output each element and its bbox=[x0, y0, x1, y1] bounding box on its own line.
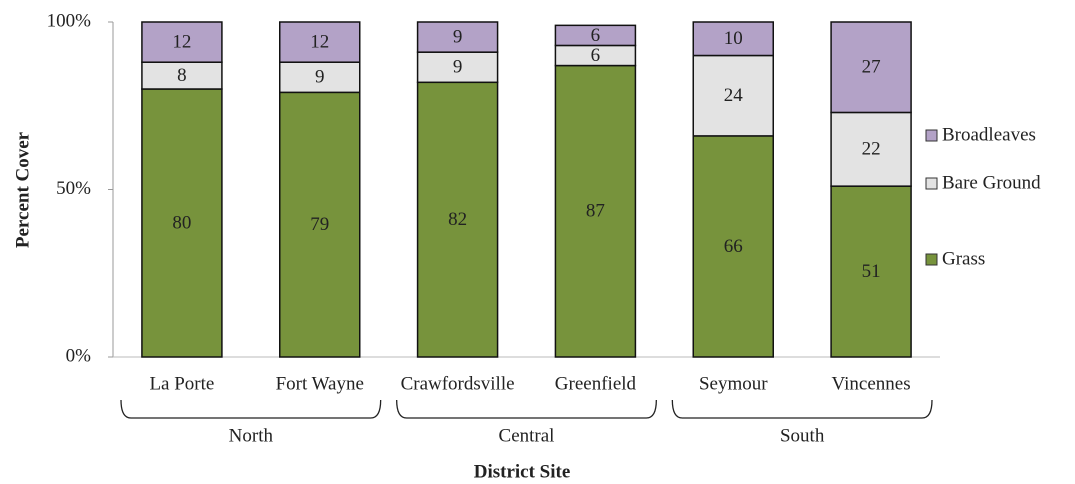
data-label: 12 bbox=[310, 31, 329, 52]
bar-segment bbox=[141, 21, 223, 63]
bar-segment bbox=[141, 61, 223, 90]
legend-swatch bbox=[925, 253, 938, 266]
bar-segment bbox=[692, 135, 774, 358]
legend-label: Grass bbox=[942, 248, 985, 269]
group-bracket bbox=[120, 399, 382, 419]
data-label: 6 bbox=[591, 45, 601, 66]
bar-segment bbox=[279, 21, 361, 63]
legend-swatch bbox=[925, 129, 938, 142]
data-label: 24 bbox=[724, 85, 744, 106]
legend-swatch bbox=[925, 177, 938, 190]
bar-segment bbox=[141, 88, 223, 358]
y-tick-label: 0% bbox=[66, 345, 92, 366]
data-label: 66 bbox=[724, 236, 743, 257]
bar-segment bbox=[416, 81, 499, 358]
x-axis-label: District Site bbox=[474, 461, 571, 482]
y-axis-label: Percent Cover bbox=[12, 131, 33, 248]
x-tick-label: Fort Wayne bbox=[276, 373, 364, 394]
bar-segment bbox=[554, 24, 637, 47]
group-label: Central bbox=[499, 425, 555, 446]
data-label: 22 bbox=[862, 139, 881, 160]
data-label: 8 bbox=[177, 65, 187, 86]
data-label: 51 bbox=[862, 261, 881, 282]
bar-segment bbox=[416, 51, 499, 84]
group-bracket bbox=[671, 399, 933, 419]
bar-segment bbox=[692, 54, 774, 137]
x-tick-label: Crawfordsville bbox=[401, 373, 515, 394]
bar-segment bbox=[830, 111, 912, 187]
data-label: 12 bbox=[172, 31, 191, 52]
data-label: 87 bbox=[586, 201, 605, 222]
data-label: 9 bbox=[453, 57, 463, 78]
data-label: 6 bbox=[591, 25, 601, 46]
x-tick-label: Vincennes bbox=[832, 373, 911, 394]
group-label: North bbox=[229, 425, 274, 446]
bar-segment bbox=[692, 21, 774, 57]
x-tick-label: Greenfield bbox=[555, 373, 637, 394]
y-tick-label: 100% bbox=[47, 10, 92, 31]
data-label: 80 bbox=[172, 212, 191, 233]
legend-label: Broadleaves bbox=[942, 124, 1036, 145]
data-label: 27 bbox=[862, 57, 881, 78]
bar-segment bbox=[830, 21, 912, 114]
data-label: 79 bbox=[310, 214, 329, 235]
data-label: 10 bbox=[724, 28, 743, 49]
x-tick-label: La Porte bbox=[149, 373, 214, 394]
bar-segment bbox=[554, 64, 637, 358]
data-label: 82 bbox=[448, 209, 467, 230]
bar-segment bbox=[416, 21, 499, 53]
y-tick-label: 50% bbox=[56, 178, 91, 199]
group-bracket bbox=[396, 399, 657, 419]
group-label: South bbox=[780, 425, 825, 446]
x-tick-label: Seymour bbox=[699, 373, 768, 394]
legend-label: Bare Ground bbox=[942, 172, 1041, 193]
data-label: 9 bbox=[453, 26, 463, 47]
data-label: 9 bbox=[315, 67, 325, 88]
